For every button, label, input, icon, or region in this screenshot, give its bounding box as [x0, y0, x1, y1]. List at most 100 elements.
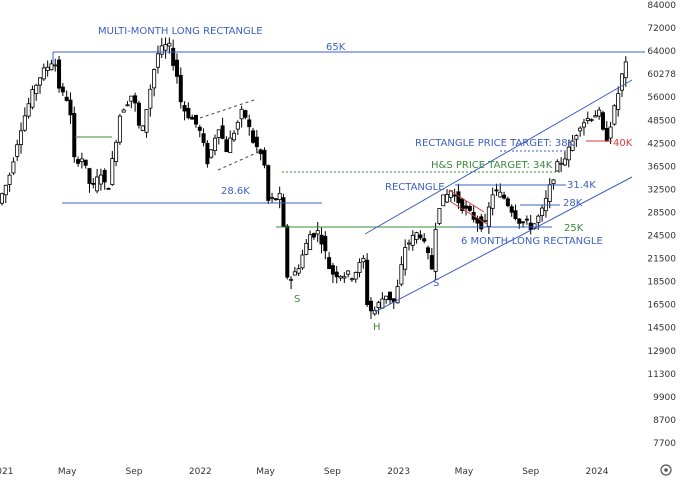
candle-body	[502, 194, 507, 199]
candle-body	[296, 268, 301, 274]
candle-body	[323, 235, 328, 252]
candle-body	[464, 205, 469, 209]
candle-body	[380, 298, 385, 309]
candle-body	[521, 221, 526, 224]
candle-body	[140, 125, 145, 131]
wedge-lower	[450, 201, 488, 225]
x-tick-label: May	[58, 467, 77, 477]
chart-settings-button[interactable]	[660, 464, 672, 476]
candle-body	[171, 47, 176, 66]
candle-body	[346, 270, 351, 275]
y-axis: 84000 72000 64000 60278 56000 48500 42500 36500…	[647, 1, 676, 449]
candle-body	[228, 137, 233, 153]
y-tick-label: 24500	[647, 232, 676, 242]
y-tick-label: 12900	[647, 347, 676, 357]
y-tick-label: 11300	[647, 370, 676, 380]
candle-body	[581, 122, 586, 128]
label-rectangle-target: RECTANGLE PRICE TARGET: 38K	[415, 138, 575, 149]
y-tick-label: 16500	[647, 301, 676, 311]
candle-body	[87, 168, 92, 184]
candle-body	[517, 218, 522, 224]
candle-body	[254, 136, 259, 148]
candle-body	[604, 127, 609, 142]
candle-body	[45, 66, 50, 71]
candle-body	[49, 63, 54, 71]
candle-body	[95, 176, 100, 192]
candle-body	[441, 194, 446, 207]
candle-body	[437, 208, 442, 224]
candle-body	[281, 197, 286, 227]
candle-body	[102, 170, 107, 183]
label-28k: 28K	[563, 198, 583, 209]
y-tick-label: 84000	[647, 1, 676, 11]
label-head: H	[373, 322, 381, 333]
candle-body	[216, 129, 221, 138]
candle-body	[315, 230, 320, 235]
wedge-upper	[448, 189, 485, 213]
candle-body	[623, 61, 628, 79]
label-left-shoulder: S	[294, 294, 300, 305]
candle-body	[426, 247, 431, 254]
candle-body	[429, 255, 434, 270]
candle-body	[174, 59, 179, 77]
candle-body	[197, 126, 202, 131]
candle-body	[209, 149, 214, 158]
candle-body	[505, 198, 510, 207]
candle-body	[155, 53, 160, 68]
candle-body	[540, 207, 545, 216]
candle-body	[178, 74, 183, 103]
candle-body	[460, 198, 465, 211]
candle-body	[597, 109, 602, 117]
candle-body	[490, 194, 495, 209]
candle-body	[593, 115, 598, 118]
candle-body	[384, 295, 389, 300]
candle-body	[536, 215, 541, 223]
candle-body	[7, 174, 12, 185]
candle-body	[387, 291, 392, 301]
y-tick-label: 7700	[653, 439, 676, 449]
candle-body	[498, 191, 503, 198]
candle-body	[467, 206, 472, 211]
candles-layer	[0, 37, 628, 319]
candle-body	[79, 158, 84, 162]
candle-body	[114, 141, 119, 162]
x-tick-label: 2022	[189, 467, 212, 477]
y-tick-label: 8700	[653, 416, 676, 426]
candle-body	[125, 104, 130, 107]
x-tick-label: Sep	[522, 467, 539, 477]
candle-body	[353, 272, 358, 280]
candle-body	[243, 110, 248, 118]
candle-body	[64, 96, 69, 101]
candle-body	[277, 192, 282, 200]
x-tick-label: 2024	[586, 467, 609, 477]
y-tick-label: 72000	[647, 24, 676, 34]
candle-body	[106, 187, 111, 190]
candle-body	[509, 206, 514, 213]
candle-body	[266, 165, 271, 201]
candle-body	[53, 64, 58, 67]
label-right-shoulder: S	[433, 278, 439, 289]
candle-body	[361, 257, 366, 263]
label-rectangle: RECTANGLE	[385, 182, 445, 193]
candle-body	[547, 184, 552, 202]
candle-body	[68, 99, 73, 116]
candle-body	[38, 77, 43, 86]
candle-body	[30, 89, 35, 108]
label-6-month: 6 MONTH-LONG RECTANGLE	[461, 236, 603, 247]
y-tick-label: 36500	[647, 162, 676, 172]
candle-body	[300, 254, 305, 269]
channel-lower	[374, 176, 633, 313]
candle-body	[129, 95, 134, 102]
candle-body	[616, 93, 621, 110]
candle-body	[418, 234, 423, 239]
candle-body	[213, 137, 218, 151]
x-tick-label: May	[455, 467, 474, 477]
candle-body	[559, 162, 564, 165]
candle-body	[220, 125, 225, 139]
candle-body	[570, 140, 575, 151]
candle-body	[566, 146, 571, 161]
candle-body	[349, 278, 354, 281]
candle-body	[403, 247, 408, 270]
candle-body	[235, 121, 240, 130]
candle-body	[83, 159, 88, 166]
